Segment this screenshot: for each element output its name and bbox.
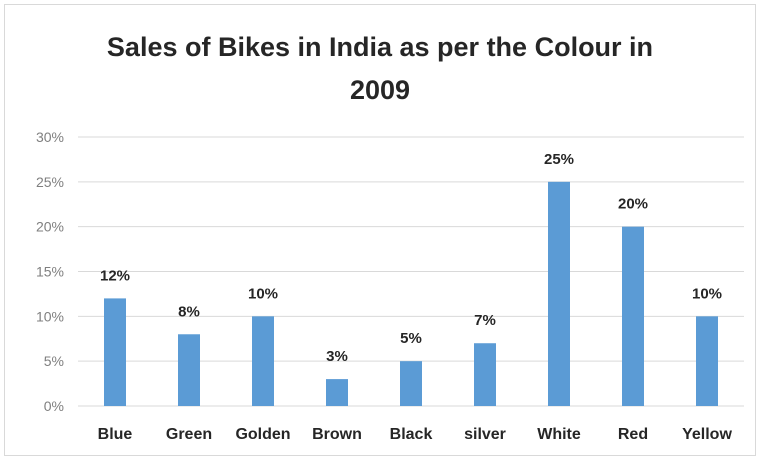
chart-title-line-2: 2009 [350,75,410,105]
chart-title-line-1: Sales of Bikes in India as per the Colou… [107,32,653,62]
category-label-white: White [537,426,581,443]
bar-yellow [696,316,718,406]
data-label-green: 8% [178,303,200,320]
data-labels: 12% 8% 10% 3% 5% 7% 25% 20% 10% [100,151,722,365]
category-label-golden: Golden [235,426,290,443]
data-label-golden: 10% [248,285,278,302]
y-tick-label: 0% [44,398,64,414]
bar-blue [104,298,126,406]
data-label-yellow: 10% [692,285,722,302]
chart-title: Sales of Bikes in India as per the Colou… [107,32,653,105]
y-tick-label: 10% [36,308,64,324]
category-label-green: Green [166,426,212,443]
y-tick-label: 20% [36,219,64,235]
bar-green [178,334,200,406]
category-label-red: Red [618,426,648,443]
category-label-yellow: Yellow [682,426,732,443]
x-axis-category-labels: Blue Green Golden Brown Black silver White Red Y… [98,426,733,443]
bar-golden [252,316,274,406]
data-label-red: 20% [618,196,648,213]
data-label-silver: 7% [474,312,496,329]
y-tick-label: 30% [36,129,64,145]
category-label-silver: silver [464,426,506,443]
data-label-blue: 12% [100,267,130,284]
y-tick-label: 25% [36,174,64,190]
y-tick-label: 15% [36,264,64,280]
bar-white [548,181,570,406]
y-axis-tick-labels: 0% 5% 10% 15% 20% 25% 30% [36,129,64,414]
bars [104,181,718,406]
y-tick-label: 5% [44,353,64,369]
data-label-white: 25% [544,151,574,168]
data-label-black: 5% [400,330,422,347]
data-label-brown: 3% [326,348,348,365]
category-label-black: Black [390,426,433,443]
category-label-brown: Brown [312,426,362,443]
bar-brown [326,379,348,406]
bar-silver [474,343,496,406]
bar-black [400,361,422,406]
bar-red [622,226,644,406]
category-label-blue: Blue [98,426,133,443]
